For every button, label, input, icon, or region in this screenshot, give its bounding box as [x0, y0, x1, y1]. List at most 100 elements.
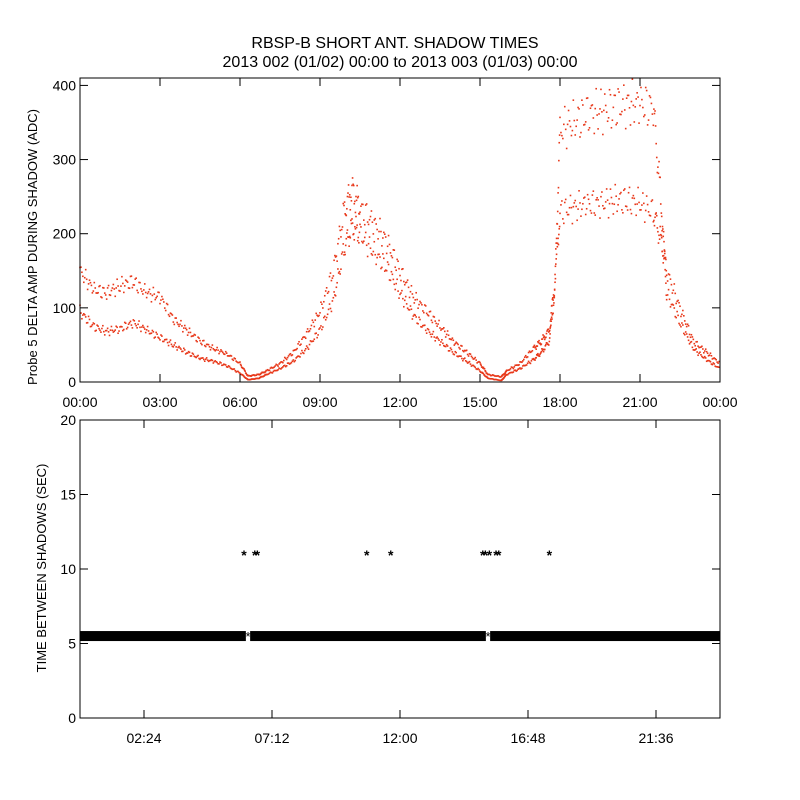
amp-point — [490, 374, 492, 377]
amp-point — [350, 196, 352, 199]
amp-point — [121, 275, 123, 278]
amp-point — [134, 278, 137, 280]
amp-point — [558, 134, 561, 136]
amp-point — [551, 318, 553, 320]
amp-point — [479, 361, 481, 364]
amp-point — [128, 321, 131, 324]
amp-point — [615, 195, 617, 198]
amp-point — [564, 128, 567, 131]
amp-point — [81, 317, 83, 320]
amp-point — [469, 353, 472, 355]
amp-point — [195, 339, 197, 342]
amp-point — [709, 360, 712, 363]
amp-point — [297, 355, 299, 357]
amp-point — [178, 345, 180, 348]
amp-point — [272, 370, 275, 373]
amp-point — [347, 184, 350, 186]
amp-point — [316, 336, 318, 339]
amp-point — [219, 350, 221, 353]
amp-point — [172, 321, 175, 323]
amp-point — [703, 350, 706, 352]
amp-point — [97, 291, 99, 294]
amp-point — [138, 320, 140, 322]
amp-point — [683, 320, 686, 322]
amp-point — [359, 223, 361, 226]
amp-point — [495, 375, 498, 377]
amp-point — [576, 219, 578, 222]
amp-point — [170, 313, 173, 315]
amp-point — [614, 183, 617, 186]
amp-point — [653, 112, 656, 115]
amp-point — [157, 336, 159, 339]
amp-point — [221, 350, 223, 353]
amp-point — [391, 256, 394, 259]
amp-point — [620, 113, 622, 116]
amp-point — [154, 298, 157, 301]
amp-point — [295, 348, 297, 351]
amp-point — [417, 322, 419, 325]
amp-point — [296, 347, 298, 350]
amp-point — [151, 329, 154, 332]
amp-point — [705, 350, 708, 353]
amp-point — [373, 240, 376, 243]
amp-point — [230, 355, 233, 357]
amp-point — [360, 205, 362, 207]
amp-point — [447, 334, 450, 337]
amp-point — [121, 326, 123, 328]
amp-point — [629, 124, 632, 126]
amp-point — [174, 342, 177, 344]
amp-point — [264, 370, 267, 373]
amp-point — [389, 252, 392, 254]
amp-point — [196, 340, 198, 343]
bottom-x-tick-label: 16:48 — [510, 730, 545, 746]
amp-point — [373, 219, 376, 221]
amp-point — [197, 354, 199, 357]
amp-point — [323, 294, 326, 297]
amp-point — [213, 349, 216, 351]
amp-point — [232, 359, 235, 362]
amp-point — [449, 338, 452, 341]
amp-point — [190, 335, 193, 338]
amp-point — [705, 360, 708, 363]
amp-point — [558, 141, 561, 144]
amp-point — [349, 237, 352, 239]
top-x-tick-label: 21:00 — [622, 394, 657, 410]
amp-point — [374, 253, 377, 256]
amp-point — [467, 361, 470, 364]
amp-point — [423, 324, 425, 327]
amp-point — [638, 201, 640, 204]
amp-point — [655, 212, 657, 214]
amp-point — [127, 287, 130, 289]
amp-point — [611, 202, 614, 205]
amp-point — [292, 349, 295, 352]
amp-point — [163, 340, 165, 343]
amp-point — [337, 237, 340, 240]
amp-point — [622, 211, 624, 214]
amp-point — [673, 283, 676, 285]
amp-point — [106, 287, 109, 289]
amp-point — [279, 362, 281, 364]
amp-point — [681, 322, 683, 324]
amp-point — [346, 207, 348, 210]
amp-point — [685, 325, 688, 328]
amp-point — [377, 238, 379, 240]
amp-point — [303, 336, 305, 338]
amp-point — [366, 221, 369, 223]
amp-point — [102, 286, 104, 289]
amp-point — [301, 349, 303, 352]
amp-point — [427, 314, 430, 317]
amp-point — [515, 364, 517, 366]
amp-point — [663, 252, 666, 255]
amp-point — [662, 228, 664, 230]
amp-point — [412, 315, 415, 317]
top-x-tick-label: 15:00 — [462, 394, 497, 410]
amp-point — [186, 352, 189, 354]
amp-point — [92, 322, 95, 324]
amp-point — [352, 183, 354, 186]
amp-point — [443, 344, 445, 347]
amp-point — [665, 282, 667, 284]
top-y-tick-label: 200 — [53, 226, 77, 242]
amp-point — [275, 363, 277, 366]
amp-point — [672, 304, 675, 306]
amp-point — [290, 361, 293, 364]
